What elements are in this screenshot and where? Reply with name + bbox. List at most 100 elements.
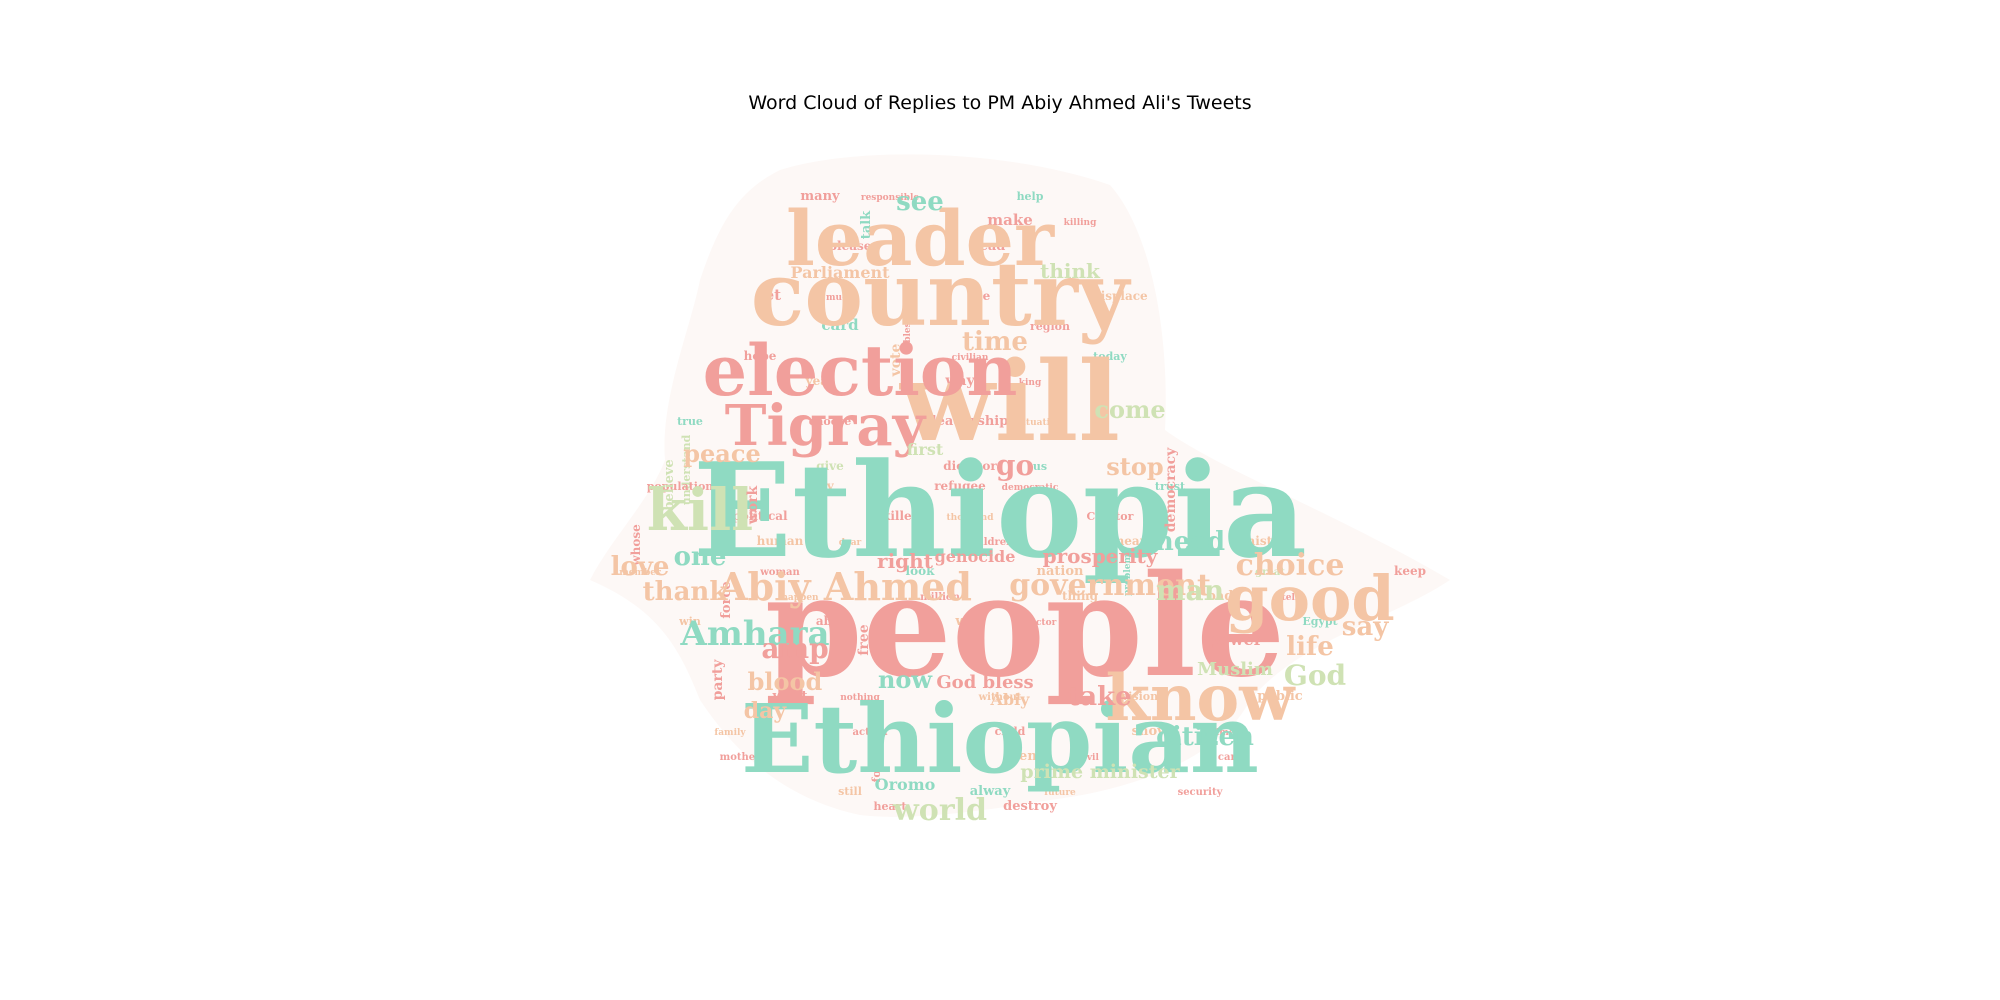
word-million: million: [920, 592, 960, 603]
word-day: day: [744, 698, 788, 724]
word-many: many: [800, 189, 840, 204]
word-political: political: [732, 509, 788, 523]
word-ethiopian: Ethiopian: [741, 684, 1259, 795]
word-us: us: [1033, 460, 1047, 473]
word-make: make: [987, 211, 1033, 229]
word-tell: tell: [1282, 593, 1299, 603]
word-citizen: citizen: [1156, 722, 1254, 752]
word-responsible: responsible: [861, 193, 920, 203]
word-right: right: [877, 549, 934, 573]
word-security: security: [1178, 787, 1224, 798]
word-genocide: genocide: [935, 547, 1016, 566]
word-know: know: [1106, 661, 1297, 736]
word-woman: woman: [759, 567, 800, 578]
word-country: country: [751, 242, 1132, 346]
word-will: will: [899, 337, 1120, 466]
word-human: human: [757, 534, 804, 548]
word-kill: kill: [647, 476, 753, 544]
word-whose: whose: [629, 524, 643, 567]
word-ethiopia: Ethiopia: [693, 434, 1307, 587]
word-choice: choice: [1236, 548, 1345, 583]
word-evil: evil: [1081, 753, 1099, 763]
word-help: help: [1017, 190, 1044, 203]
word-die: die: [970, 289, 991, 303]
word-good: good: [1225, 562, 1394, 635]
word-first: first: [907, 440, 944, 459]
word-choose: choose: [809, 415, 852, 428]
word-talk: talk: [859, 210, 874, 239]
word-god-bless: God bless: [936, 672, 1033, 693]
word-bad: bad: [1207, 589, 1234, 604]
word-blood: blood: [748, 667, 823, 696]
word-prime-minister: prime minister: [1020, 761, 1180, 783]
chart-title: Word Cloud of Replies to PM Abiy Ahmed A…: [748, 92, 1252, 114]
word-history: history: [1247, 534, 1295, 548]
word-party: party: [710, 659, 726, 701]
word-nation: nation: [1037, 564, 1084, 579]
word-heart: heart: [874, 800, 908, 813]
word-trust: trust: [1155, 480, 1186, 493]
word-killing: killing: [1064, 218, 1097, 228]
word-abiy-ahmed: Abiy Ahmed: [717, 564, 972, 609]
word-thing: thing: [1062, 589, 1099, 603]
word-need: need: [1155, 527, 1225, 557]
word-want: want: [771, 689, 807, 704]
word-civilian: civilian: [952, 353, 989, 363]
word-please: please: [829, 239, 872, 253]
word-way: way: [944, 373, 975, 389]
word-go: go: [996, 449, 1034, 482]
word-vote: vote: [888, 343, 904, 377]
word-lead: lead: [975, 239, 1006, 254]
word-future: future: [1044, 788, 1076, 798]
word-democratic: democratic: [1002, 483, 1059, 493]
word-killer: killer: [882, 509, 919, 523]
word-today: today: [1093, 350, 1127, 363]
word-without: without: [978, 692, 1022, 703]
word-election: election: [703, 329, 1018, 412]
word-well: well: [954, 614, 984, 629]
word-love: love: [611, 552, 670, 582]
word-alway: alway: [970, 784, 1011, 799]
word-thank: thank: [643, 577, 729, 607]
word-children: children: [967, 537, 1015, 548]
word-muslim: Muslim: [1197, 659, 1273, 680]
word-card: card: [821, 316, 859, 334]
word-still: still: [838, 785, 862, 798]
word-work: work: [745, 485, 761, 525]
word-peace: peace: [683, 439, 760, 468]
word-keep: keep: [1394, 564, 1426, 578]
word-look: look: [906, 564, 936, 578]
word-problem: problem: [1123, 554, 1133, 596]
word-able: able: [816, 614, 845, 628]
word-child: child: [995, 725, 1026, 738]
word-let: let: [759, 286, 781, 304]
word-life: life: [1286, 632, 1333, 662]
word-may: may: [806, 479, 834, 493]
word-man: man: [1156, 574, 1224, 607]
words-layer: many make let card vote way leadership dictator…: [611, 187, 1426, 828]
word-dictator: dictator: [943, 459, 997, 473]
word-dear: dear: [839, 538, 862, 548]
word-true: true: [677, 415, 703, 428]
word-year: year: [805, 374, 835, 388]
word-crime: crime: [1206, 728, 1235, 738]
word-now: now: [878, 665, 933, 694]
word-foreign: foreign: [870, 738, 883, 783]
word-king: king: [1019, 378, 1042, 388]
word-tigray: Tigray: [725, 393, 927, 459]
word-win: win: [678, 615, 701, 628]
word-world: world: [892, 793, 987, 828]
word-one: one: [674, 542, 727, 572]
word-father: father: [1172, 607, 1183, 642]
word-much: much: [826, 293, 855, 303]
word-take: take: [1068, 682, 1131, 712]
word-oromo: Oromo: [875, 775, 936, 794]
word-egypt: Egypt: [1302, 615, 1338, 628]
word-displace: displace: [1092, 289, 1148, 303]
word-nothing: nothing: [840, 693, 880, 703]
word-care: care: [1218, 752, 1242, 763]
word-understand: understand: [680, 434, 693, 505]
word-great: great: [1255, 567, 1285, 578]
